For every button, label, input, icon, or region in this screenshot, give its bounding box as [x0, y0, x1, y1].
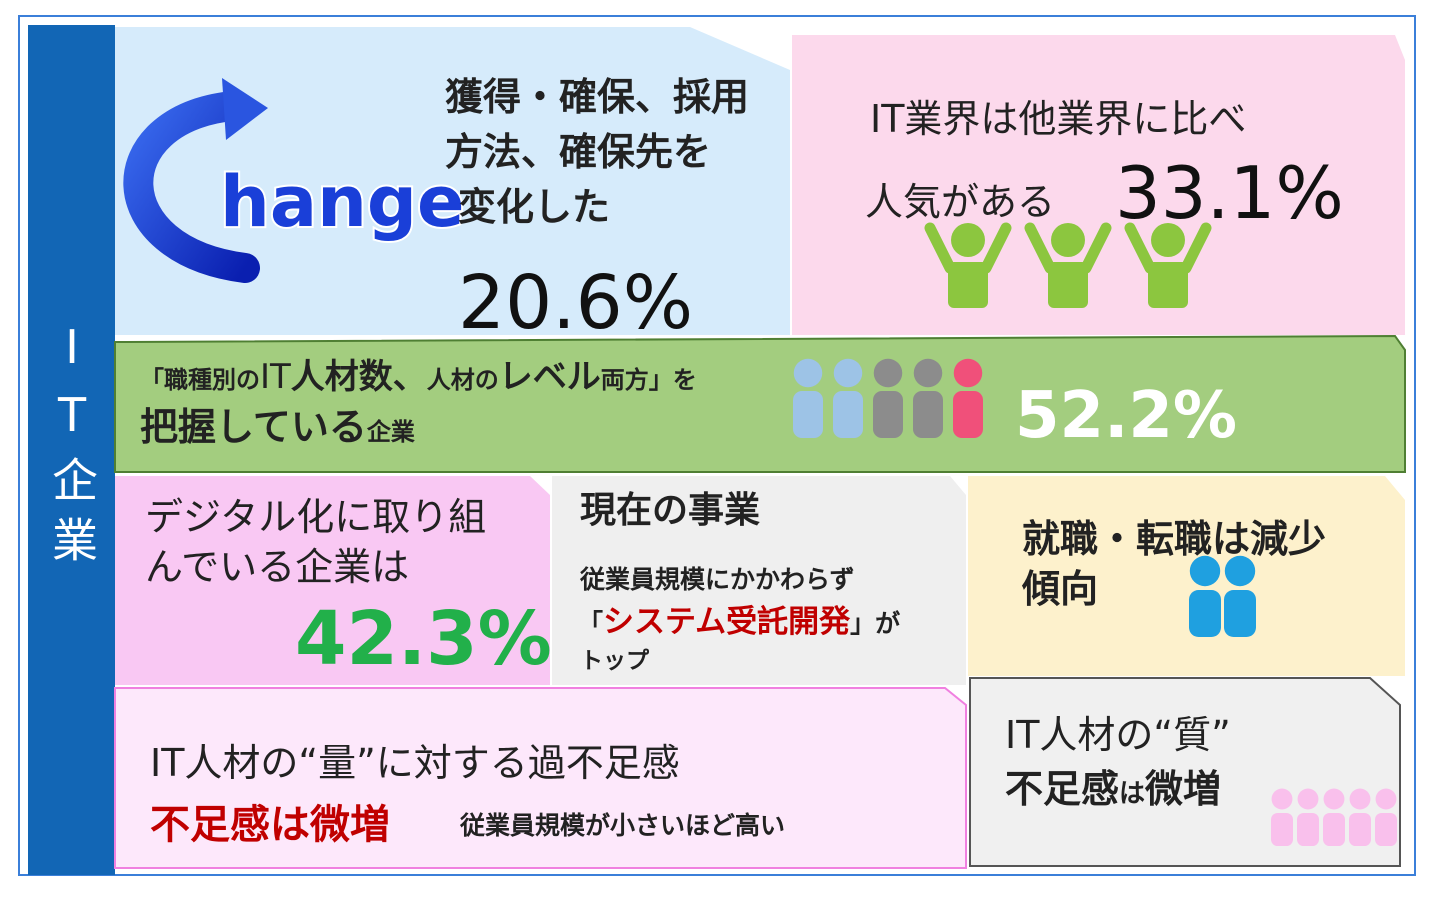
digital-value: 42.3%: [295, 596, 552, 682]
business-panel: [552, 476, 966, 685]
change-arrow: [123, 91, 260, 283]
person-icon: [1271, 813, 1293, 846]
person-icon: [873, 391, 903, 438]
business-text: トップ: [580, 648, 650, 674]
change-panel: [115, 27, 790, 335]
person-icon: [833, 358, 863, 388]
grasp-text: 「職種別のIT人材数、人材のレベル両方」を: [140, 357, 697, 397]
person-icon: [1375, 788, 1397, 810]
change-value: 20.6%: [458, 260, 693, 346]
quality-text: 不足感は微増: [1005, 767, 1221, 811]
person-icon: [873, 358, 903, 388]
popularity-text: IT業界は他業界に比べ: [870, 97, 1246, 141]
grasp-value: 52.2%: [1015, 379, 1237, 453]
change-text: 獲得・確保、採用: [445, 75, 749, 119]
business-title: 現在の事業: [580, 490, 760, 531]
person-icon: [1349, 788, 1371, 810]
sidebar-label: IT企業: [45, 320, 99, 576]
digital-text: んでいる企業は: [145, 545, 409, 589]
person-icon: [1189, 590, 1221, 637]
popularity-value: 33.1%: [1115, 151, 1344, 235]
employment-text: 傾向: [1021, 567, 1098, 611]
person-icon: [953, 358, 983, 388]
person-icon: [793, 358, 823, 388]
person-icon: [953, 391, 983, 438]
popularity-text: 人気がある: [865, 180, 1055, 224]
person-icon: [1224, 555, 1256, 587]
person-icon: [1349, 813, 1371, 846]
cheer-icon: [1124, 222, 1212, 274]
change-text: 方法、確保先を: [445, 130, 711, 174]
quality-text: IT人材の“質”: [1005, 713, 1231, 757]
person-icon: [1323, 788, 1345, 810]
quantity-title: IT人材の“量”に対する過不足感: [150, 741, 680, 785]
cheer-icon: [1051, 223, 1085, 257]
cheer-icon: [1151, 223, 1185, 257]
employment-panel: [968, 476, 1405, 676]
digital-text: デジタル化に取り組: [145, 495, 486, 539]
cheer-icon: [951, 223, 985, 257]
person-icon: [1224, 590, 1256, 637]
person-icon: [1297, 813, 1319, 846]
cheer-icon: [1148, 262, 1188, 308]
business-text: 従業員規模にかかわらず: [579, 565, 855, 594]
person-icon: [913, 391, 943, 438]
cheer-icon: [1024, 222, 1112, 274]
change-text: 変化した: [458, 185, 610, 229]
employment-text: 就職・転職は減少: [1022, 517, 1326, 561]
digital-panel: [115, 476, 550, 685]
business-text: 「システム受託開発」が: [578, 604, 900, 640]
quantity-panel: [114, 687, 967, 869]
person-icon: [1271, 788, 1293, 810]
person-icon: [793, 391, 823, 438]
quantity-note: 従業員規模が小さいほど高い: [459, 811, 785, 840]
grasp-text: 把握している企業: [140, 405, 415, 449]
person-icon: [1323, 813, 1345, 846]
arrow-head: [222, 78, 268, 140]
person-icon: [1297, 788, 1319, 810]
frame: [18, 15, 1416, 876]
person-icon: [1189, 555, 1221, 587]
grasp-panel: [114, 334, 1406, 473]
change-word: hange: [220, 161, 465, 243]
person-icon: [833, 391, 863, 438]
cheer-icon: [1048, 262, 1088, 308]
quantity-highlight: 不足感は微増: [150, 802, 390, 848]
person-icon: [913, 358, 943, 388]
sidebar: [28, 25, 115, 875]
cheer-icon: [924, 222, 1012, 274]
cheer-icon: [948, 262, 988, 308]
person-icon: [1375, 813, 1397, 846]
